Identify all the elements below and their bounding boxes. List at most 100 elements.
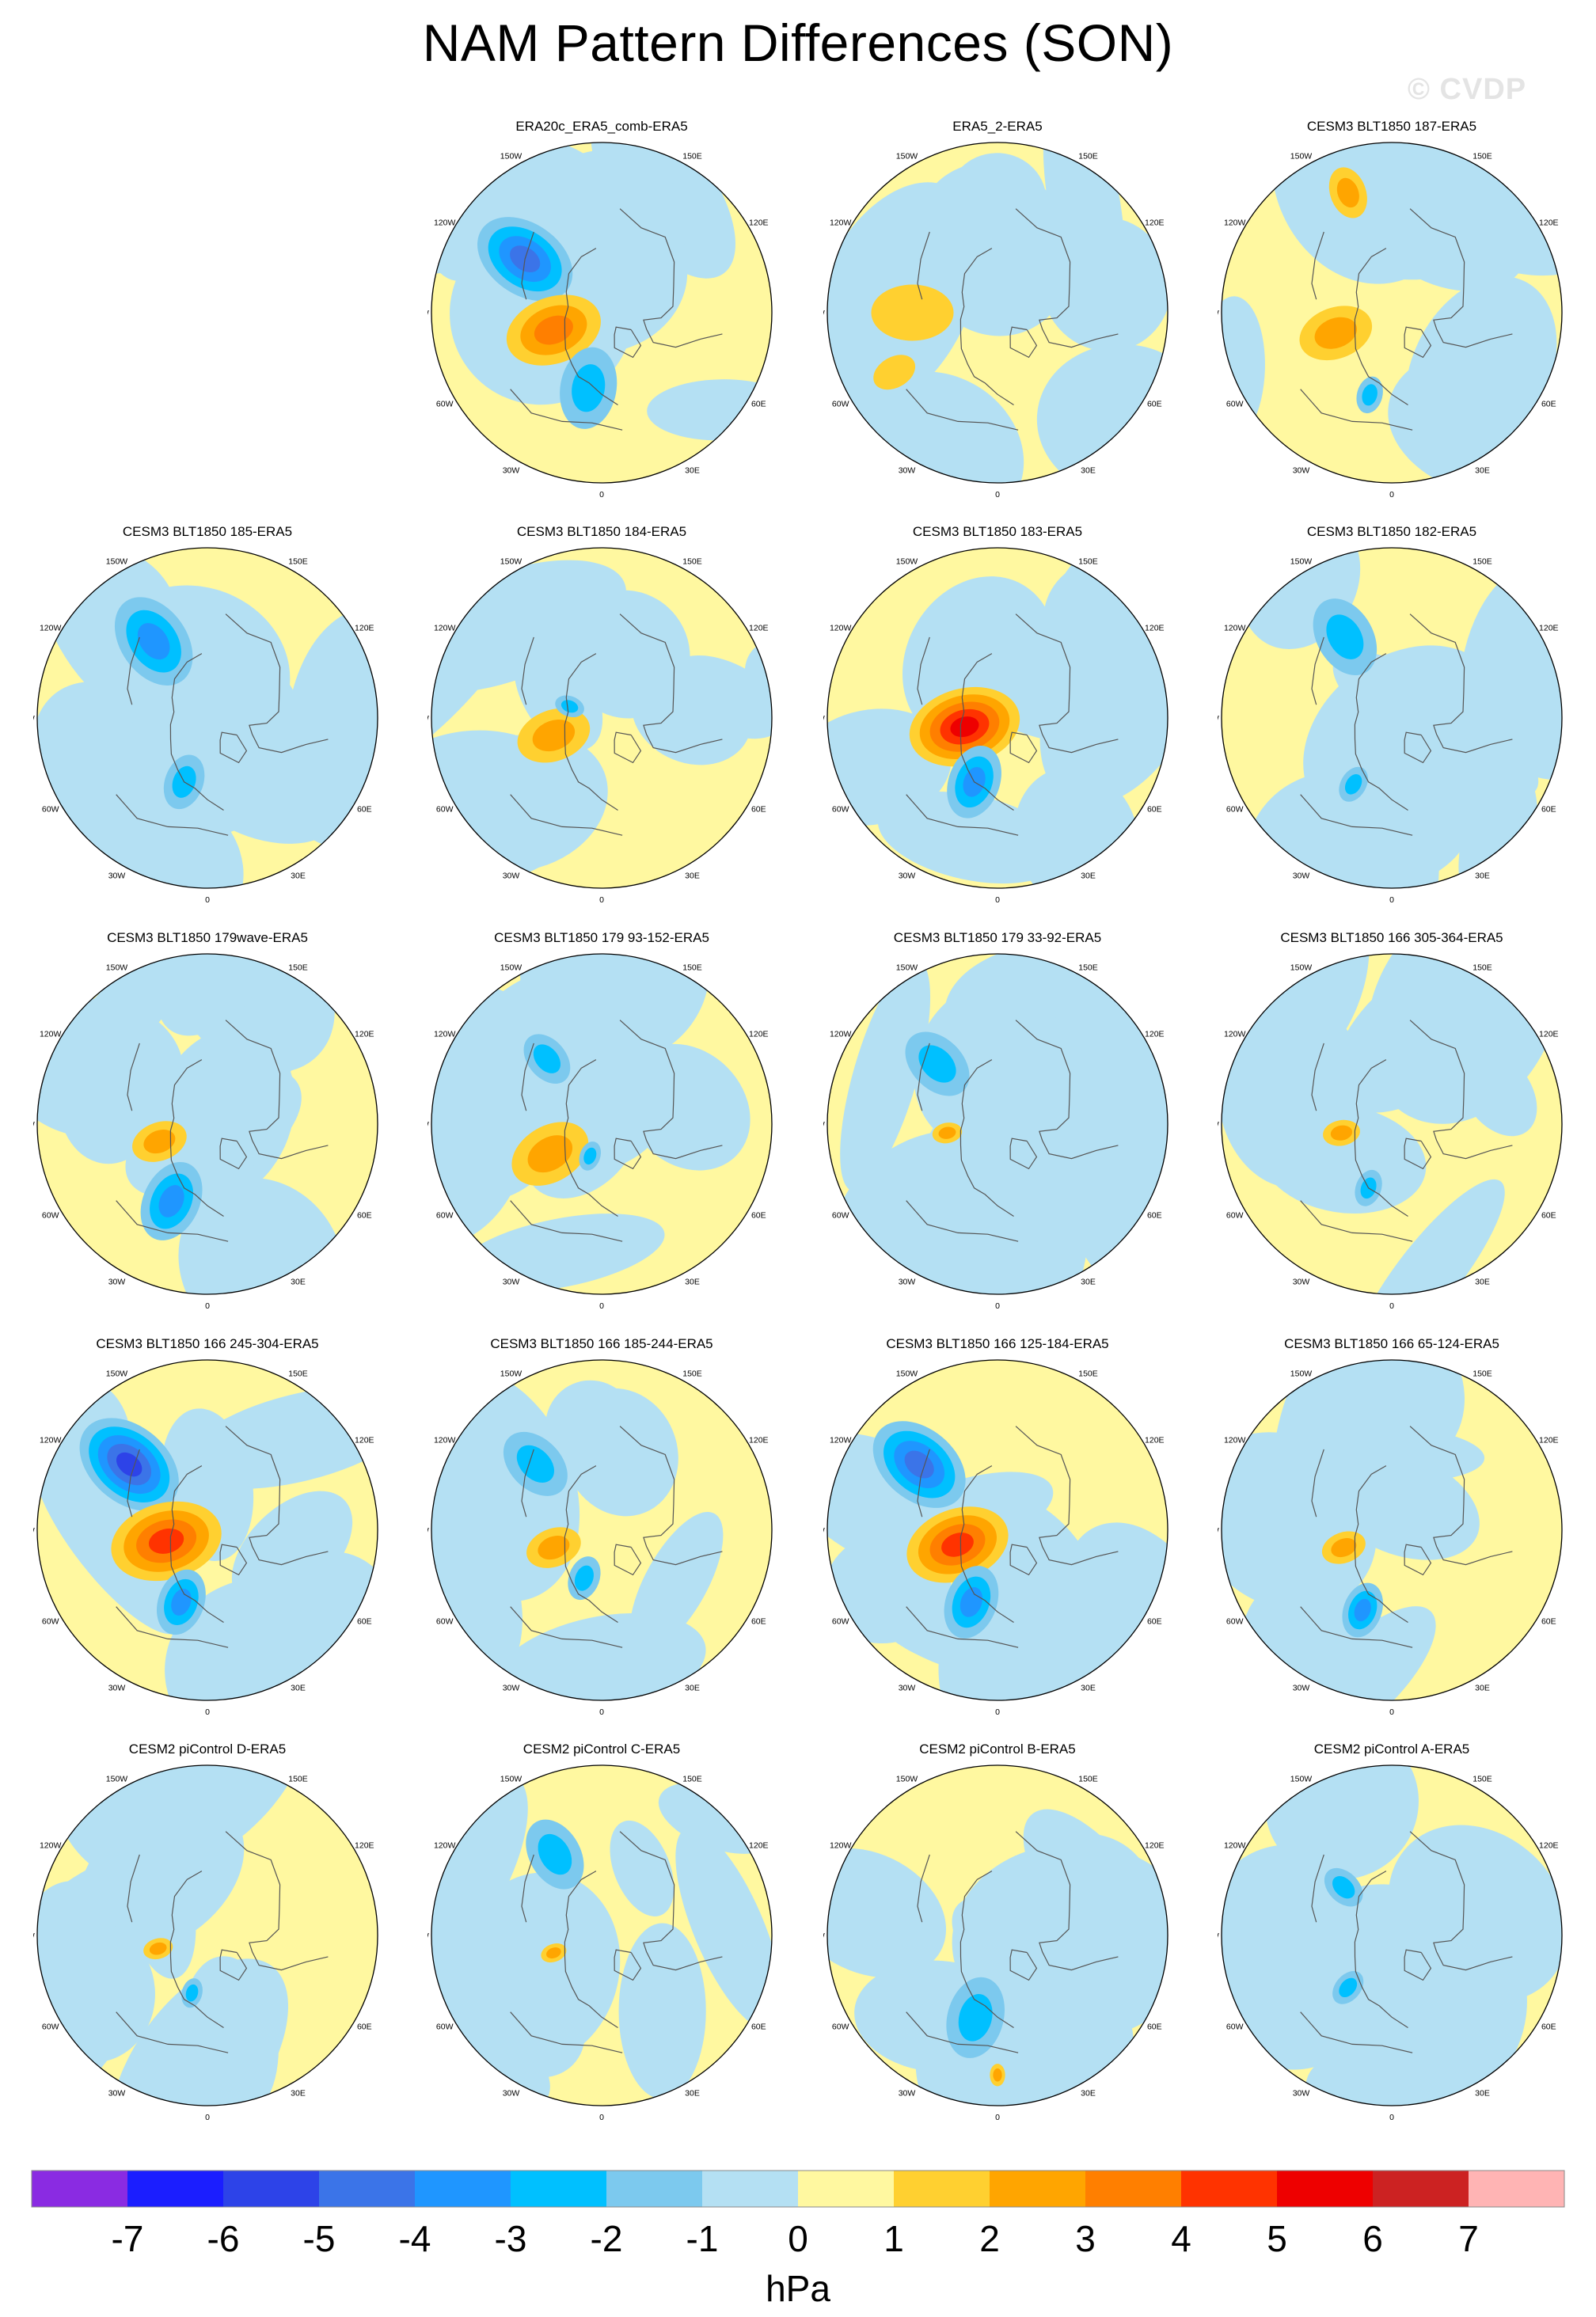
longitude-label: 0 xyxy=(599,490,604,499)
longitude-label: 120W xyxy=(434,1841,456,1851)
colorbar-tick-label: -5 xyxy=(302,2218,336,2259)
colorbar-swatch xyxy=(127,2171,224,2207)
map-panel: CESM3 BLT1850 166 185-244-ERA5180 150E 120… xyxy=(428,1336,776,1740)
longitude-label: 180 xyxy=(200,540,215,542)
colorbar-tick-label: -4 xyxy=(398,2218,431,2259)
longitude-label: 120W xyxy=(434,218,456,228)
longitude-label: 30W xyxy=(108,871,126,880)
map-panel: CESM2 piControl A-ERA5180150E120E90E60E3… xyxy=(1218,1742,1566,2145)
longitude-label: 90W xyxy=(823,1120,825,1130)
coastline xyxy=(564,1465,618,1624)
longitude-label: 150W xyxy=(500,152,522,161)
panel-title: CESM3 BLT1850 166 245-304-ERA5 xyxy=(96,1336,319,1351)
longitude-label: 90W xyxy=(428,714,429,724)
coastline xyxy=(906,389,1019,431)
map-border xyxy=(36,1764,378,2106)
colorbar-swatch xyxy=(702,2171,799,2207)
longitude-label: 150E xyxy=(1472,1369,1492,1379)
longitude-label: 30W xyxy=(503,1277,520,1286)
anomaly-patch xyxy=(1413,740,1536,830)
anomaly-contour xyxy=(938,1126,956,1139)
longitude-label: 120W xyxy=(830,1841,852,1851)
longitude-label: 150W xyxy=(896,963,918,973)
anomaly-contour xyxy=(1354,1598,1371,1622)
colorbar-swatch xyxy=(1085,2171,1182,2207)
longitude-label: 180 xyxy=(990,135,1005,137)
panel-title: CESM2 piControl B-ERA5 xyxy=(919,1742,1076,1757)
coastline xyxy=(906,2011,1019,2053)
longitude-label: 150E xyxy=(1472,1775,1492,1784)
anomaly-contour xyxy=(1339,1977,1358,1998)
longitude-label: 150E xyxy=(288,1775,308,1784)
longitude-label: 30W xyxy=(1293,2088,1310,2098)
longitude-label: 60E xyxy=(1147,400,1162,409)
coastline xyxy=(1404,1544,1432,1576)
longitude-label: 120W xyxy=(830,218,852,228)
colorbar-swatch xyxy=(1469,2171,1565,2207)
longitude-label: 150W xyxy=(896,1775,918,1784)
coastline xyxy=(1300,794,1413,836)
longitude-label: 120W xyxy=(1224,1030,1246,1039)
longitude-label: 150E xyxy=(682,1775,702,1784)
longitude-label: 60E xyxy=(1147,1211,1162,1221)
anomaly-contour xyxy=(1344,773,1362,795)
coastline xyxy=(1300,1200,1413,1242)
coastline xyxy=(564,653,618,811)
longitude-label: 150W xyxy=(896,557,918,567)
longitude-label: 120W xyxy=(830,624,852,633)
anomaly-patch xyxy=(1354,1179,1505,1294)
anomaly-patch xyxy=(1244,771,1439,888)
anomaly-patch xyxy=(64,954,187,1070)
coastline xyxy=(510,794,623,836)
anomaly-patch xyxy=(1405,276,1557,465)
coastline xyxy=(225,1831,329,1971)
map-border xyxy=(826,953,1168,1295)
anomaly-contour xyxy=(116,1452,142,1477)
colorbar-tick-label: -2 xyxy=(590,2218,623,2259)
anomaly-patch xyxy=(1040,609,1134,713)
longitude-label: 120E xyxy=(1145,1841,1165,1851)
longitude-label: 180 xyxy=(200,1352,215,1354)
polar-map: 180150E120E90E60E30E030W60W90W120W150W xyxy=(1218,1757,1566,2122)
longitude-label: 120E xyxy=(749,1030,769,1039)
longitude-label: 60W xyxy=(832,1211,849,1221)
longitude-label: 30W xyxy=(503,465,520,475)
coastline xyxy=(1354,1465,1408,1624)
anomaly-patch xyxy=(840,960,931,1191)
anomaly-contour xyxy=(958,1994,993,2042)
longitude-label: 150E xyxy=(1078,152,1098,161)
longitude-label: 150E xyxy=(288,1369,308,1379)
longitude-label: 120E xyxy=(1539,218,1559,228)
longitude-label: 120W xyxy=(1224,1841,1246,1851)
coastline xyxy=(521,1449,534,1517)
colorbar-swatch xyxy=(1181,2171,1278,2207)
panel-title: ERA20c_ERA5_comb-ERA5 xyxy=(515,119,688,134)
colorbar-swatch xyxy=(32,2171,128,2207)
anomaly-contour xyxy=(538,1833,572,1875)
coastline xyxy=(917,231,930,300)
map-border xyxy=(431,547,773,889)
coastline xyxy=(1015,1020,1119,1160)
longitude-label: 30W xyxy=(108,1277,126,1286)
panel-title: CESM3 BLT1850 166 305-364-ERA5 xyxy=(1280,930,1503,945)
panel-title: CESM2 piControl D-ERA5 xyxy=(128,1742,287,1757)
longitude-label: 180 xyxy=(200,946,215,948)
anomaly-patch xyxy=(1273,1360,1408,1515)
colorbar-swatch xyxy=(319,2171,416,2207)
longitude-label: 150W xyxy=(500,1369,522,1379)
coastline xyxy=(619,613,723,754)
longitude-label: 0 xyxy=(205,2113,210,2122)
longitude-label: 120E xyxy=(1539,1030,1559,1039)
map-border xyxy=(431,953,773,1295)
anomaly-contour xyxy=(149,1942,167,1955)
coastline xyxy=(1404,326,1432,359)
longitude-label: 90W xyxy=(1218,1120,1219,1130)
map-border xyxy=(1221,953,1563,1295)
map-panel: CESM2 piControl C-ERA5180150E120E90E60E3… xyxy=(428,1742,776,2145)
longitude-label: 60E xyxy=(1541,805,1556,815)
map-border xyxy=(431,1764,773,2106)
longitude-label: 150W xyxy=(500,557,522,567)
panel-title: CESM3 BLT1850 185-ERA5 xyxy=(122,524,293,539)
coastline xyxy=(116,794,229,836)
longitude-label: 120E xyxy=(355,1436,374,1445)
